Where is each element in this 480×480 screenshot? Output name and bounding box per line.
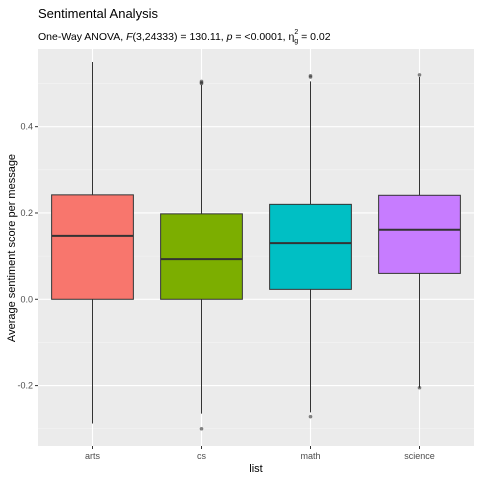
y-tick-label: 0.0 <box>20 294 33 304</box>
x-tick-label: cs <box>197 451 207 461</box>
subtitle-eta-sup: 2 <box>294 29 298 36</box>
box-math <box>269 203 352 290</box>
box-cs <box>160 213 243 300</box>
box-science <box>378 194 461 274</box>
x-tick-label: science <box>404 451 435 461</box>
outlier-point <box>417 73 422 77</box>
y-tick-label: -0.2 <box>17 381 33 391</box>
x-tick-label: arts <box>85 451 101 461</box>
x-tick-label: math <box>300 451 320 461</box>
subtitle-prefix: One-Way ANOVA, <box>38 31 126 43</box>
y-tick-label: 0.4 <box>20 122 33 132</box>
y-tick-label: 0.2 <box>20 208 33 218</box>
outlier-point <box>199 426 204 431</box>
outlier-point <box>199 79 204 84</box>
subtitle-stat-name: F <box>126 31 133 43</box>
x-axis-title: list <box>249 463 262 475</box>
subtitle-p-name: p <box>226 31 233 43</box>
chart-subtitle: One-Way ANOVA, F(3,24333) = 130.11, p = … <box>38 29 331 45</box>
outlier-point <box>417 385 422 390</box>
chart-title: Sentimental Analysis <box>38 6 158 21</box>
subtitle-p-value: = <0.0001, <box>232 31 288 43</box>
subtitle-eta-symbol: η <box>289 31 295 43</box>
subtitle-eta-sub: g <box>294 38 298 45</box>
y-axis-title: Average sentiment score per message <box>6 154 18 342</box>
box-arts <box>51 194 134 300</box>
subtitle-stat-args: (3,24333) = 130.11, <box>133 31 227 43</box>
subtitle-eta-value: = 0.02 <box>298 31 331 43</box>
outlier-point <box>308 414 313 419</box>
outlier-point <box>308 73 313 78</box>
plot-area: -0.2 0.0 0.2 0.4 arts cs math science <box>17 49 474 461</box>
